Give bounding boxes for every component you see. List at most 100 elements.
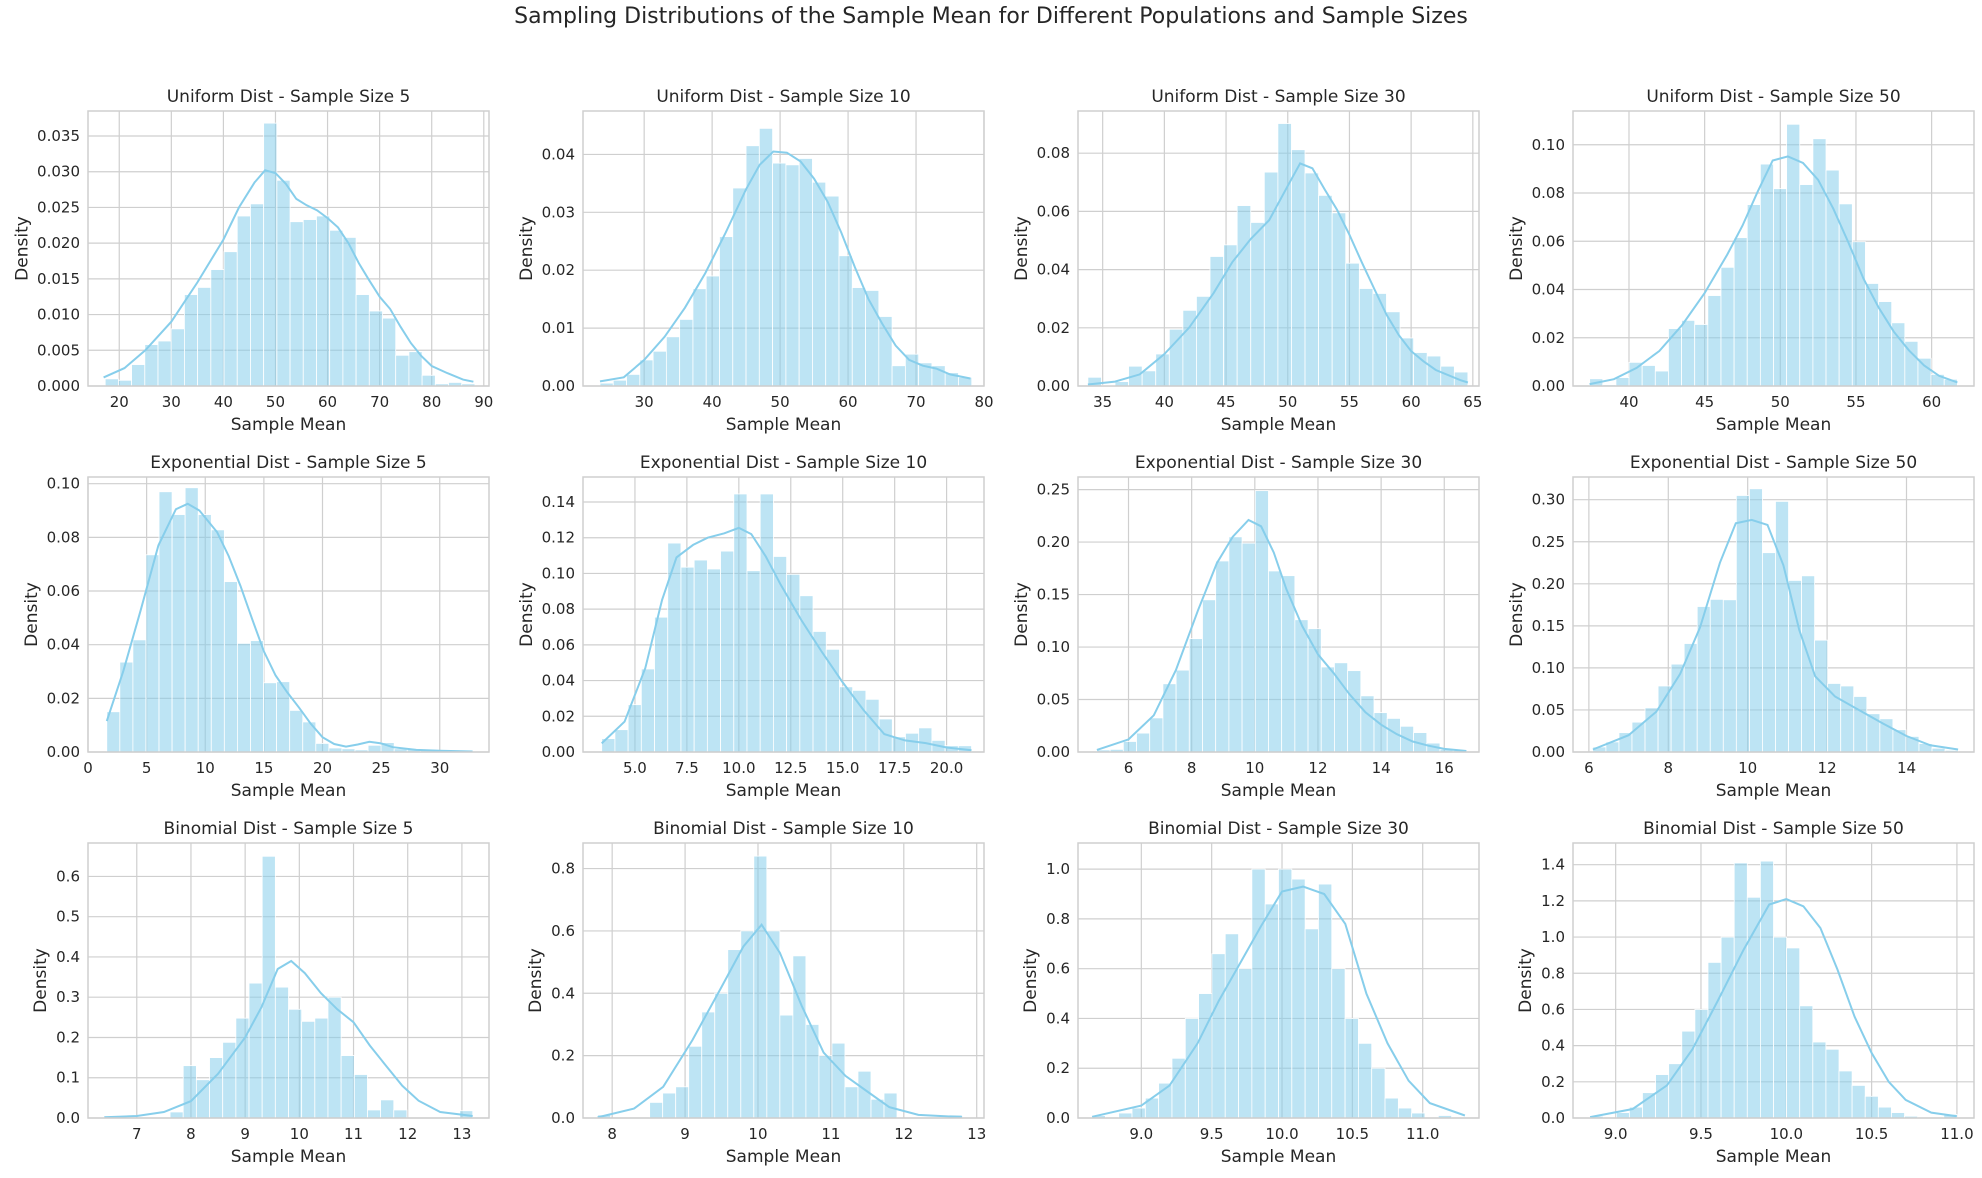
x-tick-label: 60	[318, 393, 337, 411]
y-tick-label: 0.25	[1037, 481, 1070, 499]
y-tick-label: 0.00	[542, 377, 575, 395]
y-axis-label: Density	[1507, 582, 1527, 647]
histogram-bar	[831, 1042, 846, 1119]
histogram-bar	[746, 570, 761, 753]
histogram-bar	[301, 1020, 316, 1119]
y-axis-label: Density	[526, 948, 546, 1013]
subplot-4: 40 45 50 55 60 0.00 0.02 0.04 0.06 0.08 0.10 Unifor…	[1507, 87, 1975, 435]
histogram-bar	[329, 229, 344, 387]
subplot-title: Binomial Dist - Sample Size 5	[164, 819, 414, 839]
x-tick-label: 20.0	[930, 759, 963, 777]
histogram-bar	[1268, 570, 1283, 753]
y-axis-label: Density	[13, 216, 33, 281]
histogram-bar	[1304, 928, 1319, 1119]
x-tick-label: 10.0	[722, 759, 755, 777]
x-tick-label: 14	[1897, 759, 1916, 777]
histogram-bar	[288, 1008, 303, 1119]
histogram-bar	[786, 573, 801, 753]
histogram-bar	[1720, 936, 1735, 1119]
x-axis-label: Sample Mean	[1716, 1147, 1831, 1167]
x-axis-label: Sample Mean	[726, 415, 841, 435]
histogram-bar	[639, 359, 654, 387]
y-tick-label: 0.025	[37, 198, 80, 216]
histogram-bar	[1209, 256, 1224, 387]
histogram-bar	[1799, 1005, 1814, 1119]
histogram-bar	[117, 379, 132, 387]
y-tick-label: 0.030	[37, 163, 80, 181]
y-tick-label: 0.8	[1541, 964, 1565, 982]
kde-curve	[1096, 518, 1467, 752]
histogram-bar	[1615, 1112, 1630, 1119]
x-tick-label: 13	[452, 1125, 471, 1143]
y-tick-label: 0.8	[1046, 910, 1070, 928]
y-tick-label: 0.10	[1532, 136, 1565, 154]
histogram-bar	[1318, 883, 1333, 1119]
histogram-bar	[679, 319, 694, 387]
kde-curve	[104, 959, 473, 1119]
histogram-bar	[1241, 542, 1256, 753]
histogram-bar	[1188, 638, 1203, 753]
histogram-bar	[1278, 868, 1293, 1119]
x-tick-label: 9.5	[1200, 1125, 1224, 1143]
y-axis-label: Density	[517, 216, 537, 281]
subplot-title: Exponential Dist - Sample Size 5	[150, 453, 426, 473]
x-tick-label: 35	[1093, 393, 1112, 411]
y-tick-label: 0.2	[1046, 1059, 1070, 1077]
histogram-bar	[680, 566, 695, 753]
y-tick-label: 0.02	[1037, 319, 1070, 337]
subplot-title: Uniform Dist - Sample Size 5	[167, 87, 411, 107]
x-axis-label: Sample Mean	[1716, 781, 1831, 801]
histogram-bar	[314, 1017, 329, 1119]
plot-frame	[87, 842, 490, 1119]
y-tick-label: 0.15	[1532, 617, 1565, 635]
histogram-bar	[1264, 903, 1279, 1119]
y-tick-label: 0.05	[1037, 691, 1070, 709]
subplot-title: Exponential Dist - Sample Size 10	[640, 453, 927, 473]
histogram-bar	[169, 1111, 184, 1119]
histogram-bar	[1707, 295, 1722, 387]
y-tick-label: 0.04	[47, 636, 80, 654]
histogram-bar	[1746, 204, 1761, 387]
histogram-bar	[688, 1045, 703, 1119]
histogram-bar	[798, 158, 813, 387]
y-tick-label: 0.05	[1532, 701, 1565, 719]
histogram-bar	[393, 1109, 408, 1119]
histogram-bar	[327, 996, 342, 1119]
y-tick-label: 0.015	[37, 270, 80, 288]
x-tick-label: 40	[1619, 393, 1638, 411]
x-tick-label: 10.5	[1855, 1125, 1888, 1143]
x-tick-label: 40	[214, 393, 233, 411]
histogram-bar	[701, 1011, 716, 1119]
histogram-bar	[1360, 695, 1375, 753]
y-tick-label: 0.08	[1037, 144, 1070, 162]
x-tick-label: 90	[474, 393, 493, 411]
histogram-bar	[274, 986, 289, 1119]
histogram-bar	[1642, 1092, 1656, 1119]
histogram-bar	[1136, 732, 1151, 753]
subplot-title: Binomial Dist - Sample Size 50	[1643, 819, 1904, 839]
histogram-bar	[184, 294, 199, 387]
histogram-bar	[851, 287, 866, 387]
histogram-bar	[740, 930, 755, 1119]
kde-curve	[1087, 162, 1469, 386]
y-tick-label: 0.02	[542, 261, 575, 279]
histogram-bar	[720, 550, 735, 753]
histogram-bar	[1878, 301, 1893, 387]
histogram-bar	[1397, 1107, 1413, 1119]
histogram-bar	[1762, 552, 1776, 753]
histogram-bar	[1788, 580, 1802, 753]
y-tick-label: 0.00	[1532, 377, 1565, 395]
histogram-bar	[250, 640, 264, 753]
kde-curve	[1592, 518, 1959, 751]
histogram-bar	[1786, 123, 1801, 387]
histogram-bar	[662, 1092, 677, 1119]
histogram-bar	[157, 340, 172, 387]
histogram-bar	[1236, 205, 1252, 387]
kde-curve	[601, 526, 972, 752]
histogram-bar	[408, 351, 423, 387]
histogram-bar	[1851, 1085, 1866, 1119]
y-tick-label: 0.06	[47, 582, 80, 600]
y-tick-label: 0.08	[1532, 184, 1565, 202]
histogram-bar	[353, 1074, 368, 1119]
histogram-bar	[380, 1099, 395, 1119]
